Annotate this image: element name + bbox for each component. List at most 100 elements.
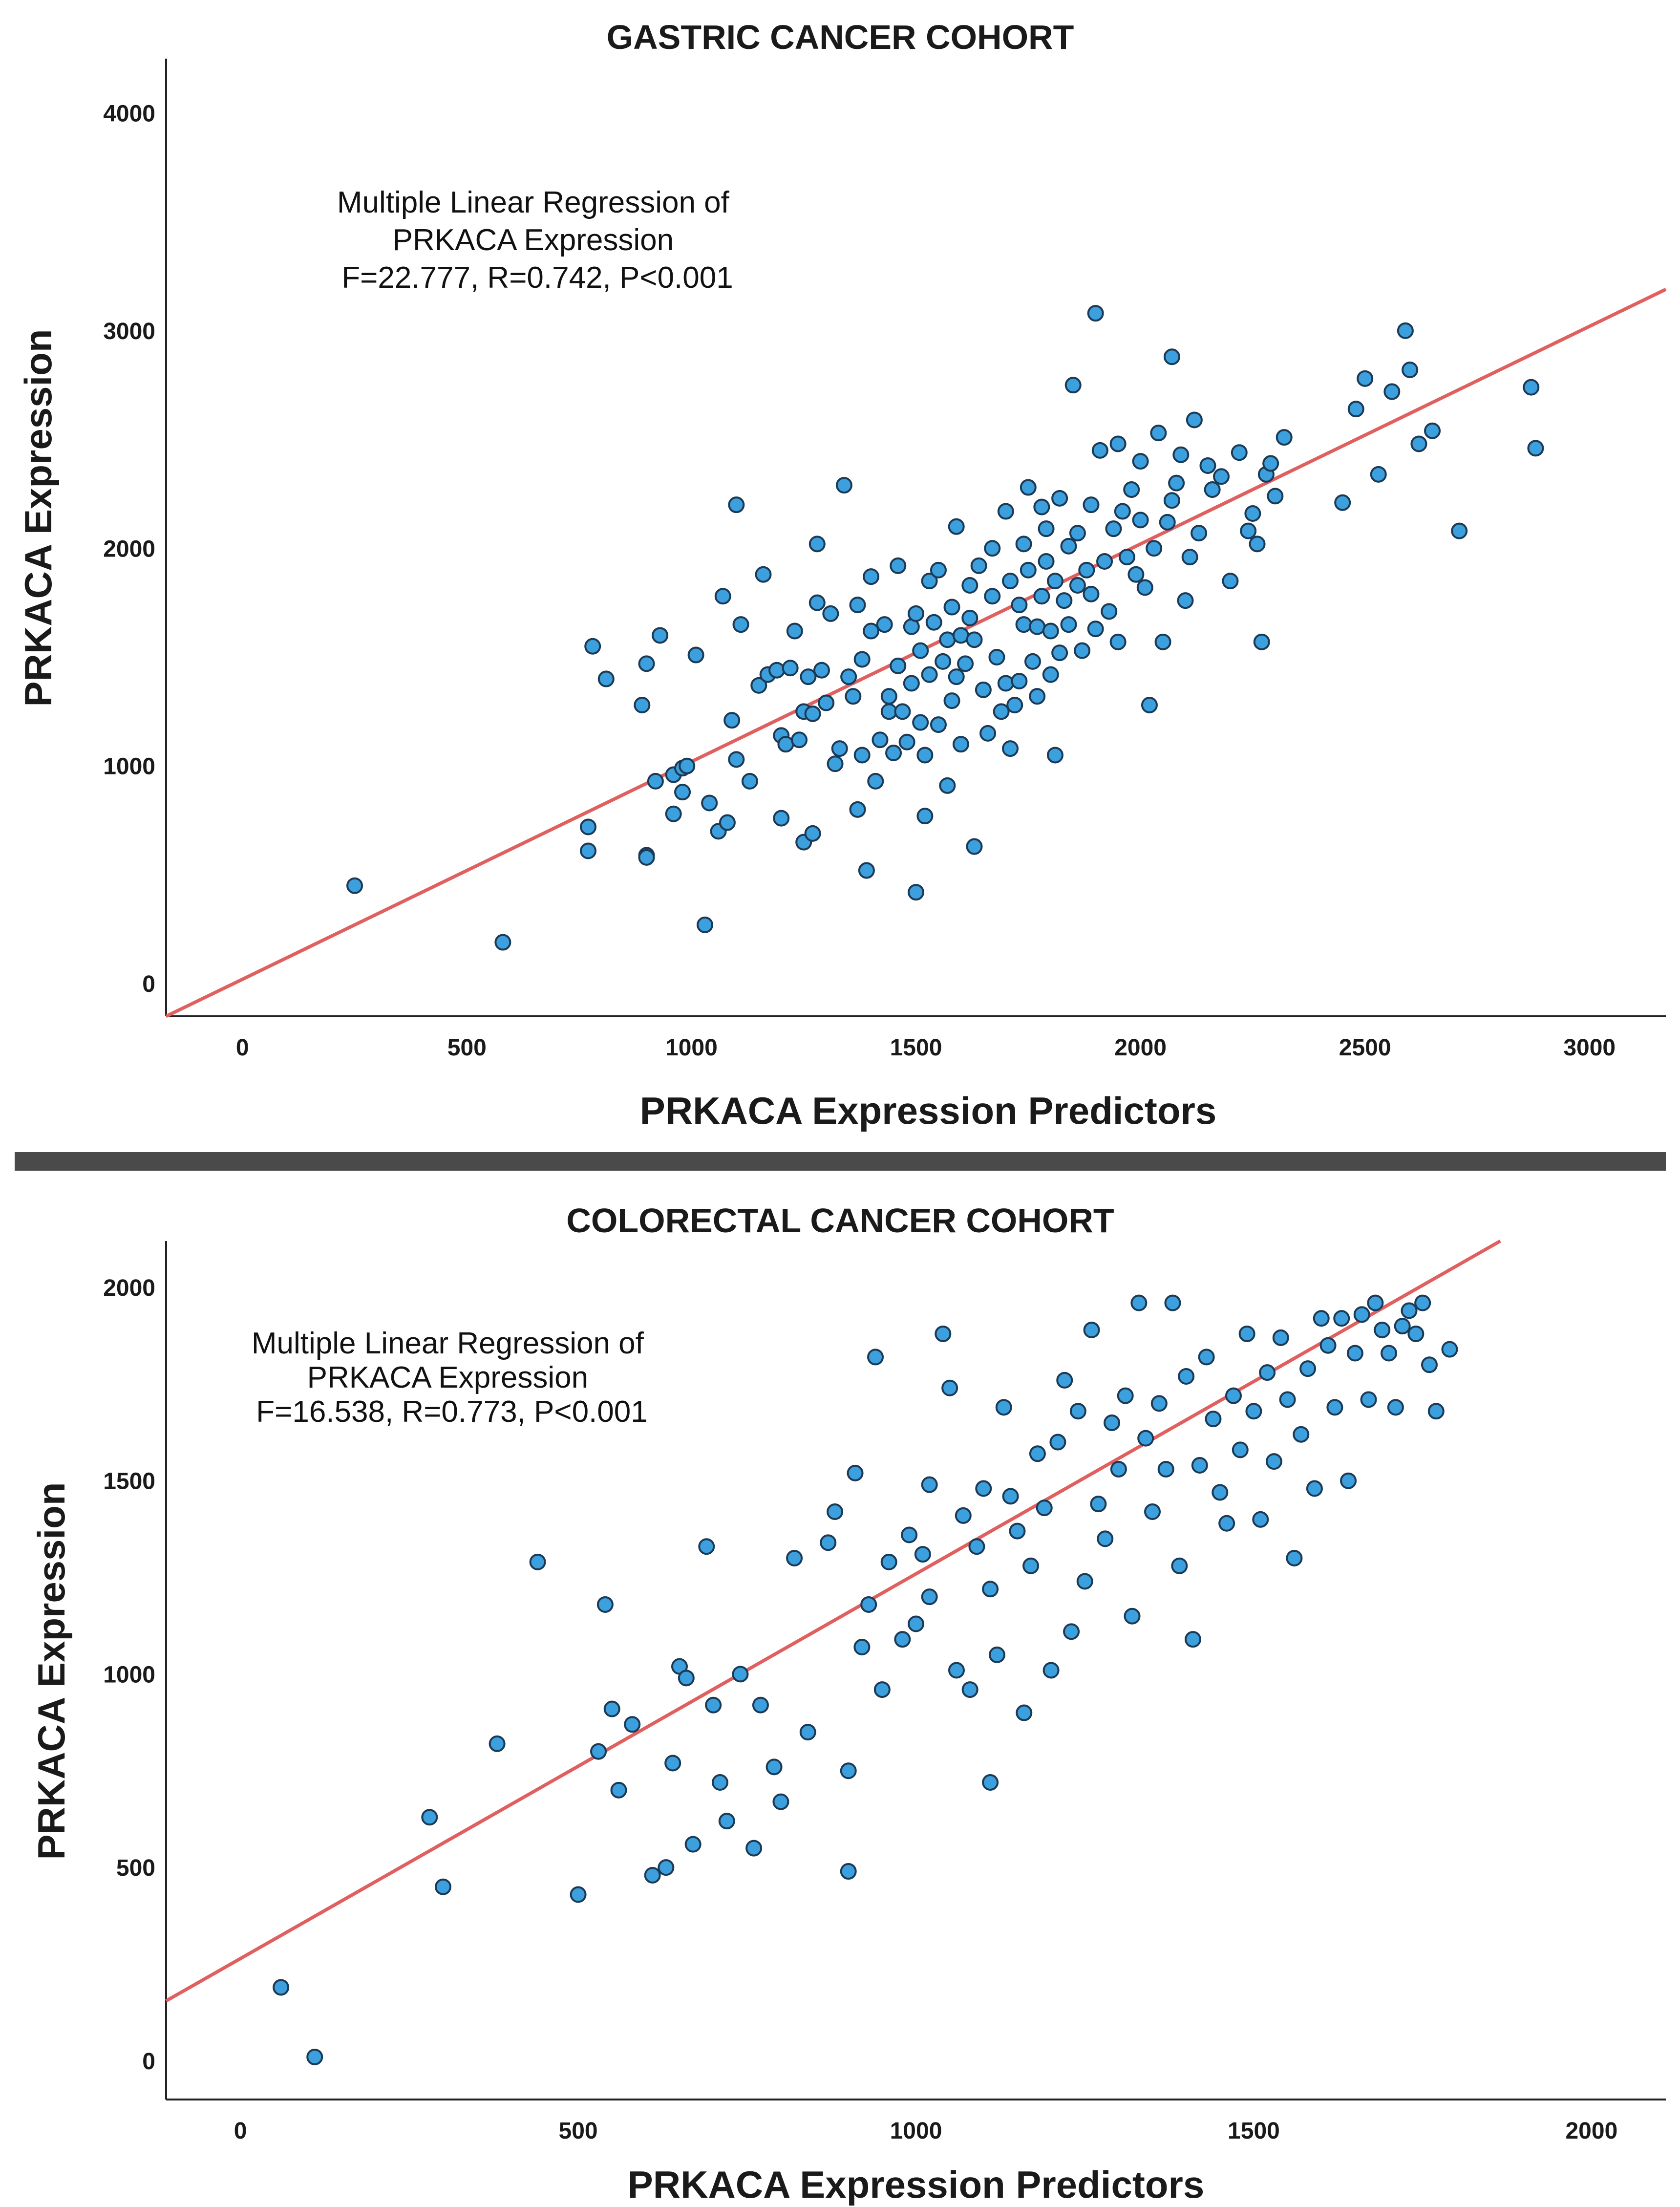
gastric-data-point [1199, 457, 1216, 474]
gastric-data-point [1424, 422, 1441, 439]
colorectal-data-point [840, 1863, 857, 1880]
colorectal-data-point [982, 1774, 999, 1791]
gastric-data-point [1244, 505, 1261, 522]
gastric-annotation-line-2: PRKACA Expression [393, 223, 674, 257]
gastric-data-point [786, 622, 803, 640]
gastric-x-tick-label: 2500 [1339, 1035, 1391, 1061]
gastric-data-point [916, 808, 934, 825]
gastric-y-tick-label: 2000 [103, 536, 155, 562]
gastric-x-tick-label: 3000 [1563, 1035, 1616, 1061]
gastric-data-point [863, 568, 880, 585]
gastric-data-point [1046, 573, 1063, 590]
colorectal-data-point [1259, 1364, 1276, 1381]
gastric-chart-title: GASTRIC CANCER COHORT [607, 18, 1074, 56]
gastric-data-point [1105, 520, 1122, 537]
colorectal-data-point [1238, 1325, 1255, 1342]
colorectal-data-point [273, 1979, 290, 1996]
gastric-data-point [741, 772, 758, 790]
panel-divider [15, 1152, 1666, 1171]
gastric-data-point [1123, 481, 1140, 498]
gastric-data-point [1186, 411, 1203, 429]
gastric-data-point [845, 688, 862, 705]
gastric-data-point [1038, 520, 1055, 537]
gastric-data-point [1029, 618, 1046, 635]
colorectal-data-point [1042, 1662, 1060, 1679]
gastric-data-point [1069, 525, 1086, 542]
gastric-data-point [687, 646, 704, 664]
gastric-data-point [1383, 383, 1401, 400]
colorectal-data-point [847, 1464, 864, 1481]
colorectal-data-point [421, 1809, 438, 1826]
colorectal-data-point [1279, 1391, 1296, 1408]
colorectal-data-point [840, 1762, 857, 1779]
gastric-data-point [840, 668, 857, 686]
gastric-data-point [580, 818, 597, 836]
gastric-data-point [808, 536, 826, 553]
colorectal-data-point [624, 1716, 641, 1733]
colorectal-data-point [1083, 1322, 1100, 1339]
gastric-data-point [1024, 653, 1041, 670]
gastric-data-point [1181, 549, 1198, 566]
colorectal-data-point [1036, 1500, 1053, 1517]
gastric-x-tick-label: 500 [447, 1035, 487, 1061]
gastric-data-point [988, 649, 1005, 665]
gastric-data-point [679, 757, 696, 774]
gastric-data-point [1334, 494, 1351, 511]
colorectal-data-point [1184, 1631, 1201, 1648]
gastric-data-point [1168, 474, 1185, 492]
gastric-data-point [768, 662, 786, 679]
gastric-data-point [1087, 305, 1104, 322]
gastric-data-point [831, 740, 848, 757]
gastric-y-tick-label: 1000 [103, 754, 155, 780]
colorectal-y-tick-label: 1000 [103, 1662, 155, 1688]
gastric-data-point [1091, 442, 1108, 459]
gastric-data-point [957, 655, 974, 672]
gastric-data-point [997, 503, 1014, 520]
colorectal-data-point [1232, 1441, 1249, 1458]
colorectal-regression-line [165, 1239, 1501, 2003]
gastric-data-point [1410, 435, 1427, 452]
gastric-data-point [634, 697, 651, 713]
colorectal-data-point [1171, 1557, 1188, 1574]
gastric-data-point [1006, 697, 1023, 713]
colorectal-data-point [799, 1724, 816, 1741]
colorectal-data-point [955, 1507, 972, 1524]
colorectal-data-point [1063, 1623, 1080, 1640]
gastric-data-point [1020, 561, 1037, 579]
colorectal-data-point [975, 1480, 992, 1497]
gastric-data-point [580, 842, 597, 859]
colorectal-data-point [1401, 1302, 1418, 1319]
colorectal-y-ticks: 0 500 1000 1500 2000 [103, 1275, 155, 2075]
colorectal-data-point [529, 1553, 546, 1570]
gastric-data-point [952, 736, 969, 753]
gastric-data-point [1087, 621, 1104, 638]
colorectal-data-point [860, 1596, 877, 1613]
colorectal-data-point [1002, 1488, 1019, 1505]
gastric-data-point [719, 814, 736, 831]
gastric-data-point [584, 638, 601, 655]
colorectal-data-point [1353, 1306, 1370, 1323]
gastric-data-point [822, 605, 839, 622]
colorectal-data-point [603, 1700, 620, 1717]
gastric-data-point [921, 666, 938, 683]
colorectal-y-axis-label: PRKACA Expression [30, 1482, 73, 1860]
gastric-data-point [908, 884, 924, 901]
colorectal-y-tick-label: 0 [142, 2049, 155, 2075]
colorectal-data-point [921, 1476, 938, 1493]
colorectal-data-point [1090, 1496, 1107, 1513]
gastric-data-point [1150, 425, 1167, 442]
gastric-data-point [921, 573, 938, 590]
gastric-data-point [1051, 490, 1068, 507]
colorectal-data-point [664, 1755, 681, 1772]
gastric-data-point [898, 733, 915, 750]
gastric-data-point [1222, 573, 1239, 590]
colorectal-data-point [786, 1549, 803, 1566]
colorectal-data-point [827, 1503, 844, 1521]
gastric-data-point [952, 627, 969, 644]
gastric-data-point [1060, 537, 1077, 555]
gastric-data-point [993, 703, 1010, 720]
gastric-data-point [930, 561, 947, 579]
gastric-data-point [970, 557, 987, 574]
gastric-data-point [1109, 633, 1127, 650]
gastric-data-point [939, 631, 956, 648]
